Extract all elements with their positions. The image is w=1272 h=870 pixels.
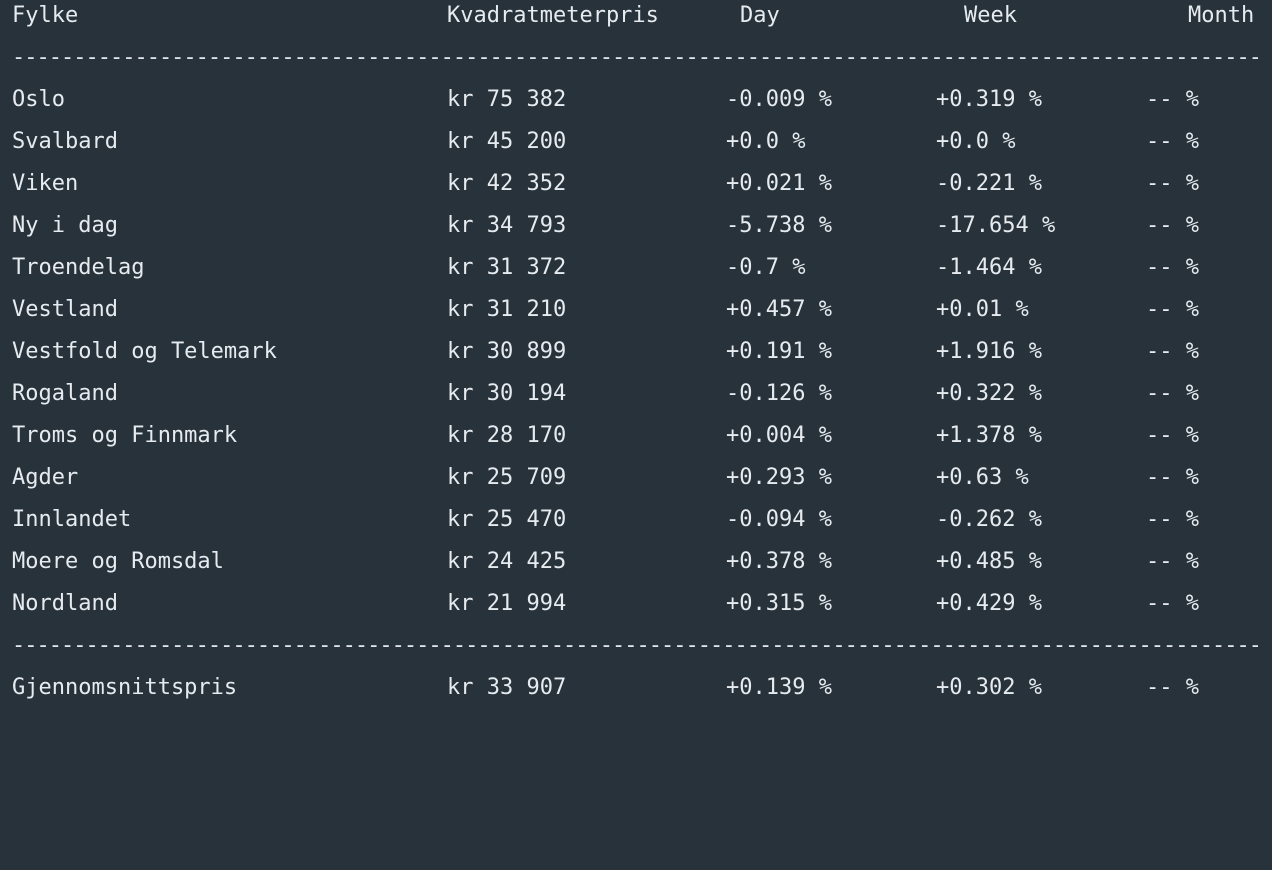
row-week: -0.221 %	[936, 171, 1042, 196]
summary-month: -- %	[1146, 675, 1199, 700]
row-day: +0.0 %	[726, 129, 806, 154]
row-price: kr 25 470	[447, 507, 567, 532]
row-month: -- %	[1146, 297, 1199, 322]
summary-day: +0.139 %	[726, 675, 832, 700]
row-month: -- %	[1146, 339, 1199, 364]
row-day: +0.004 %	[726, 423, 832, 448]
row-day: -0.094 %	[726, 507, 832, 532]
table-row: Rogaland kr 30 194 -0.126 % +0.322 % -- %	[0, 380, 1272, 408]
row-month: -- %	[1146, 87, 1199, 112]
row-week: -17.654 %	[936, 213, 1056, 238]
row-name: Troms og Finnmark	[12, 423, 238, 448]
row-week: -1.464 %	[936, 255, 1042, 280]
row-day: -5.738 %	[726, 213, 832, 238]
row-month: -- %	[1146, 213, 1199, 238]
row-price: kr 24 425	[447, 549, 567, 574]
table-row: Svalbard kr 45 200 +0.0 % +0.0 % -- %	[0, 128, 1272, 156]
row-price: kr 30 194	[447, 381, 567, 406]
row-price: kr 34 793	[447, 213, 567, 238]
row-week: -0.262 %	[936, 507, 1042, 532]
table-row: Vestfold og Telemark kr 30 899 +0.191 % +1.…	[0, 338, 1272, 366]
row-price: kr 21 994	[447, 591, 567, 616]
header-week: Week	[964, 3, 1017, 28]
table-row: Moere og Romsdal kr 24 425 +0.378 % +0.485 …	[0, 548, 1272, 576]
row-week: +0.319 %	[936, 87, 1042, 112]
row-name: Svalbard	[12, 129, 118, 154]
row-month: -- %	[1146, 255, 1199, 280]
row-name: Moere og Romsdal	[12, 549, 224, 574]
row-price: kr 25 709	[447, 465, 567, 490]
header-kvadratmeterpris: Kvadratmeterpris	[447, 3, 659, 28]
table-row: Nordland kr 21 994 +0.315 % +0.429 % -- %	[0, 590, 1272, 618]
row-price: kr 45 200	[447, 129, 567, 154]
row-price: kr 30 899	[447, 339, 567, 364]
row-name: Nordland	[12, 591, 118, 616]
table-header: Fylke Kvadratmeterpris Day Week Month	[0, 2, 1272, 30]
row-day: -0.7 %	[726, 255, 806, 280]
header-day: Day	[740, 3, 780, 28]
row-name: Oslo	[12, 87, 65, 112]
row-week: +0.485 %	[936, 549, 1042, 574]
summary-price: kr 33 907	[447, 675, 567, 700]
divider-bottom: ----------------------------------------…	[12, 633, 1258, 658]
row-month: -- %	[1146, 465, 1199, 490]
table-row: Oslo kr 75 382 -0.009 % +0.319 % -- %	[0, 86, 1272, 114]
summary-row: Gjennomsnittspris kr 33 907 +0.139 % +0.…	[0, 674, 1272, 702]
row-month: -- %	[1146, 591, 1199, 616]
row-day: +0.315 %	[726, 591, 832, 616]
row-day: -0.009 %	[726, 87, 832, 112]
row-day: +0.378 %	[726, 549, 832, 574]
row-price: kr 31 210	[447, 297, 567, 322]
row-day: +0.457 %	[726, 297, 832, 322]
summary-name: Gjennomsnittspris	[12, 675, 238, 700]
table-row: Ny i dag kr 34 793 -5.738 % -17.654 % -- %	[0, 212, 1272, 240]
row-week: +0.63 %	[936, 465, 1029, 490]
row-week: +0.01 %	[936, 297, 1029, 322]
row-name: Vestland	[12, 297, 118, 322]
table-row: Troendelag kr 31 372 -0.7 % -1.464 % -- %	[0, 254, 1272, 282]
header-fylke: Fylke	[12, 3, 79, 28]
row-day: +0.191 %	[726, 339, 832, 364]
summary-week: +0.302 %	[936, 675, 1042, 700]
row-month: -- %	[1146, 171, 1199, 196]
row-day: +0.293 %	[726, 465, 832, 490]
row-name: Ny i dag	[12, 213, 118, 238]
row-name: Rogaland	[12, 381, 118, 406]
table-row: Viken kr 42 352 +0.021 % -0.221 % -- %	[0, 170, 1272, 198]
row-name: Viken	[12, 171, 79, 196]
row-name: Vestfold og Telemark	[12, 339, 277, 364]
row-price: kr 75 382	[447, 87, 567, 112]
row-month: -- %	[1146, 507, 1199, 532]
row-name: Innlandet	[12, 507, 132, 532]
row-month: -- %	[1146, 129, 1199, 154]
row-week: +0.429 %	[936, 591, 1042, 616]
divider-top: ----------------------------------------…	[12, 45, 1258, 70]
header-month: Month	[1188, 3, 1255, 28]
row-price: kr 28 170	[447, 423, 567, 448]
row-month: -- %	[1146, 549, 1199, 574]
row-week: +0.0 %	[936, 129, 1016, 154]
row-day: -0.126 %	[726, 381, 832, 406]
table-row: Agder kr 25 709 +0.293 % +0.63 % -- %	[0, 464, 1272, 492]
row-name: Agder	[12, 465, 79, 490]
terminal-output: Fylke Kvadratmeterpris Day Week Month --…	[0, 2, 1272, 702]
table-row: Vestland kr 31 210 +0.457 % +0.01 % -- %	[0, 296, 1272, 324]
table-row: Innlandet kr 25 470 -0.094 % -0.262 % -- %	[0, 506, 1272, 534]
row-week: +1.916 %	[936, 339, 1042, 364]
row-week: +0.322 %	[936, 381, 1042, 406]
row-week: +1.378 %	[936, 423, 1042, 448]
row-month: -- %	[1146, 423, 1199, 448]
row-price: kr 31 372	[447, 255, 567, 280]
row-month: -- %	[1146, 381, 1199, 406]
table-row: Troms og Finnmark kr 28 170 +0.004 % +1.378…	[0, 422, 1272, 450]
row-day: +0.021 %	[726, 171, 832, 196]
row-price: kr 42 352	[447, 171, 567, 196]
row-name: Troendelag	[12, 255, 145, 280]
